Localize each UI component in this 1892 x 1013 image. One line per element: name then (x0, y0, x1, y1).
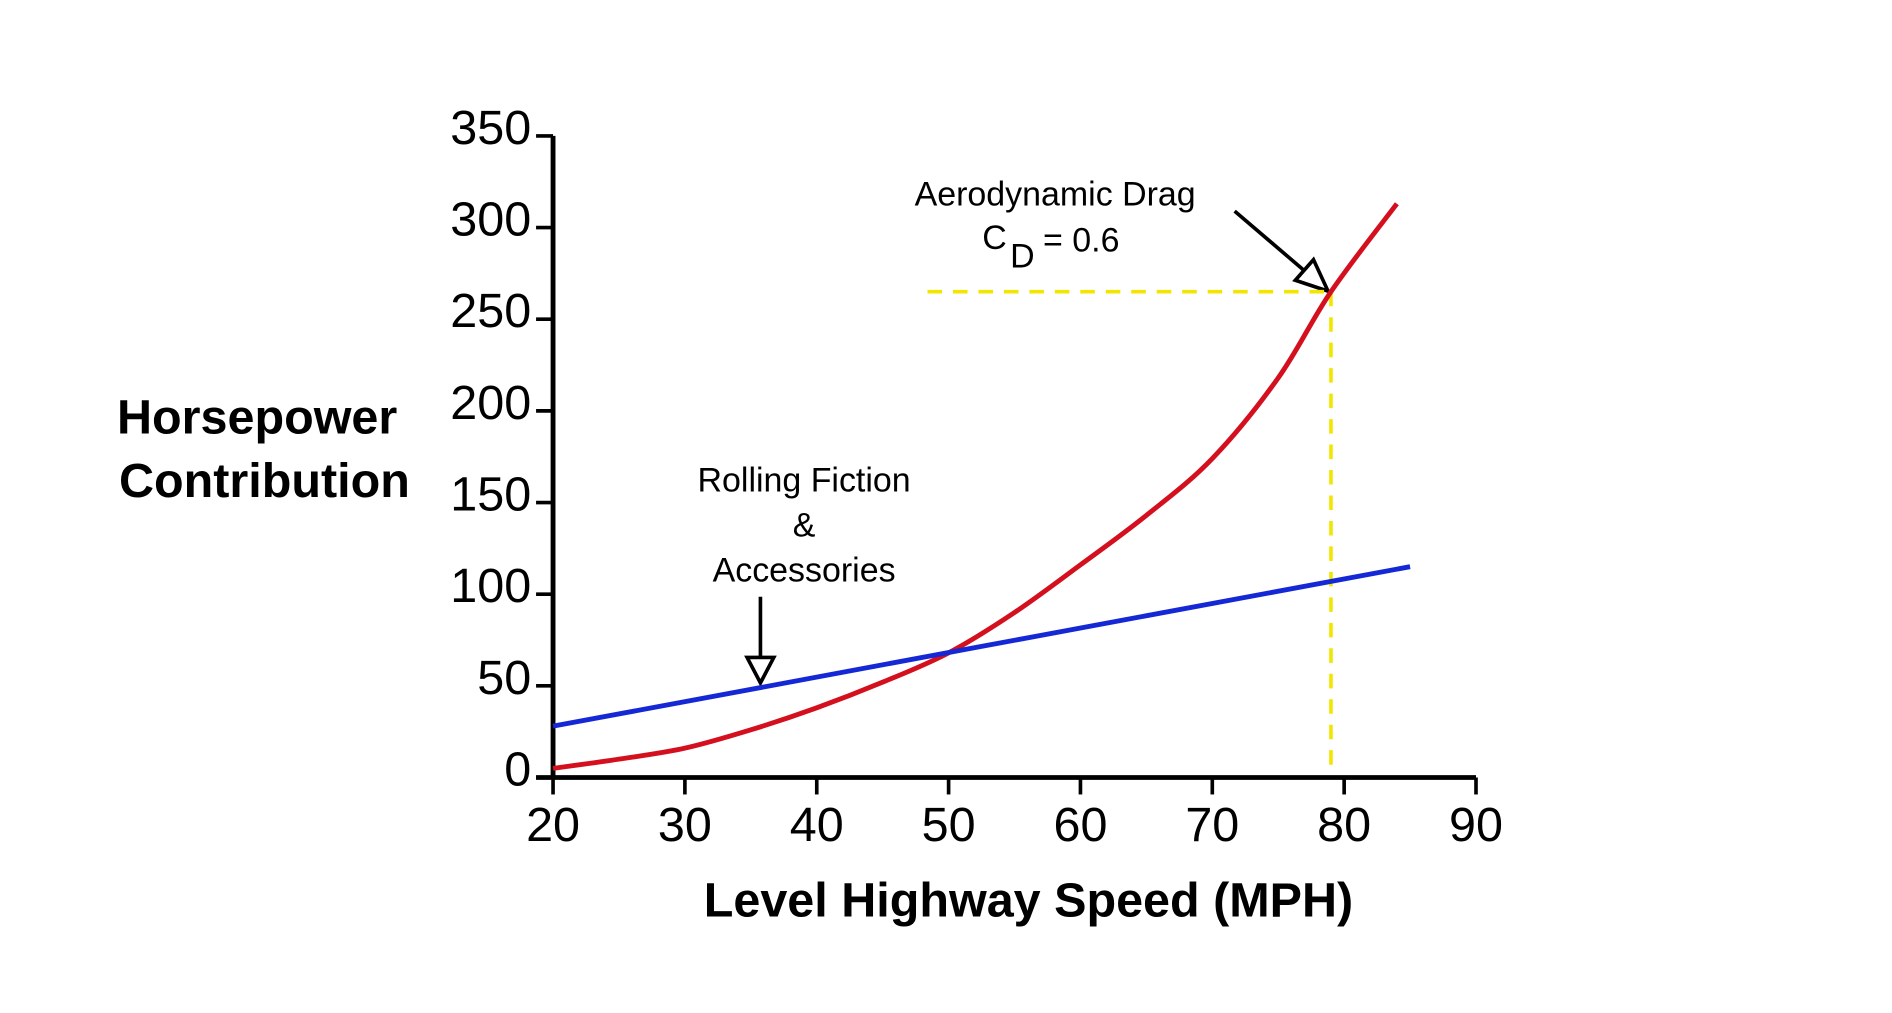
arrow (1233, 209, 1332, 295)
annotation: Aerodynamic Drag (915, 176, 1196, 214)
y-tick-label: 350 (450, 101, 531, 155)
y-tick-label: 100 (450, 559, 531, 613)
y-tick-label: 150 (450, 467, 531, 521)
annotation: = 0.6 (1043, 222, 1119, 260)
line-series (552, 202, 1399, 771)
x-tick-label: 50 (922, 798, 976, 852)
y-tick-label: 250 (450, 284, 531, 338)
x-tick-label: 90 (1449, 798, 1503, 852)
x-tick-label: 40 (790, 798, 844, 852)
y-tick-label: 300 (450, 193, 531, 247)
y-axis-label: Horsepower (117, 391, 397, 445)
annotation: C (982, 219, 1007, 257)
line-series (552, 564, 1411, 729)
annotation: & (793, 507, 816, 545)
annotation: Rolling Fiction (698, 462, 911, 500)
y-tick-label: 200 (450, 376, 531, 430)
x-tick-label: 20 (526, 798, 580, 852)
y-tick-label: 0 (504, 742, 531, 796)
arrow (744, 596, 777, 687)
annotation: Accessories (713, 551, 896, 589)
x-tick-label: 60 (1053, 798, 1107, 852)
annotation: D (1010, 237, 1035, 275)
y-tick-label: 50 (477, 651, 531, 705)
x-tick-label: 70 (1185, 798, 1239, 852)
x-axis-label: Level Highway Speed (MPH) (704, 873, 1353, 927)
x-tick-label: 30 (658, 798, 712, 852)
y-axis-label: Contribution (119, 454, 410, 508)
x-tick-label: 80 (1317, 798, 1371, 852)
